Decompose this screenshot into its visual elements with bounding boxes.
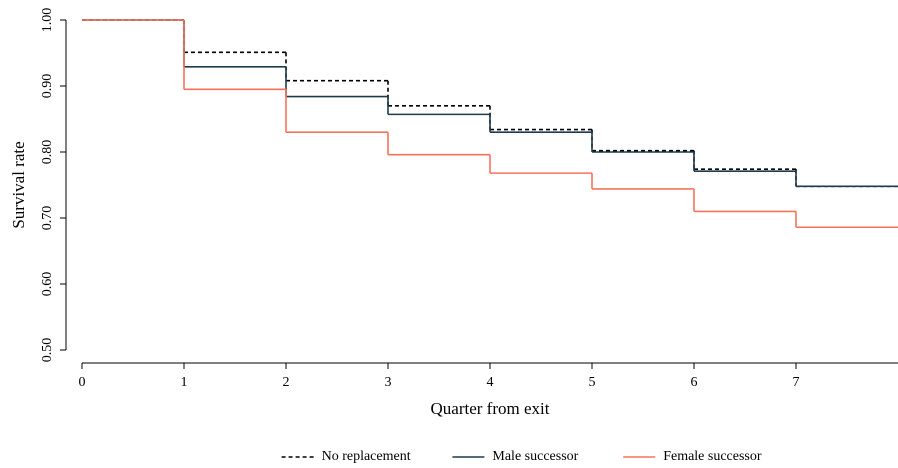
y-tick-label: 0.80 [40,140,55,165]
y-tick-label: 0.60 [40,272,55,297]
y-tick-label: 1.00 [40,8,55,33]
x-tick-label: 3 [385,375,392,390]
x-tick-label: 4 [487,375,494,390]
legend-label: Male successor [492,449,578,464]
y-tick-label: 0.50 [40,338,55,363]
y-axis-title: Survival rate [9,141,28,228]
legend-label: Female successor [663,449,762,464]
x-axis-title: Quarter from exit [431,399,550,418]
y-tick-label: 0.70 [40,206,55,231]
x-tick-label: 2 [283,375,290,390]
legend-label: No replacement [322,449,411,464]
x-tick-label: 7 [793,375,800,390]
x-tick-label: 1 [181,375,188,390]
x-tick-label: 5 [589,375,596,390]
x-tick-label: 0 [79,375,86,390]
y-tick-label: 0.90 [40,74,55,99]
x-tick-label: 6 [691,375,698,390]
